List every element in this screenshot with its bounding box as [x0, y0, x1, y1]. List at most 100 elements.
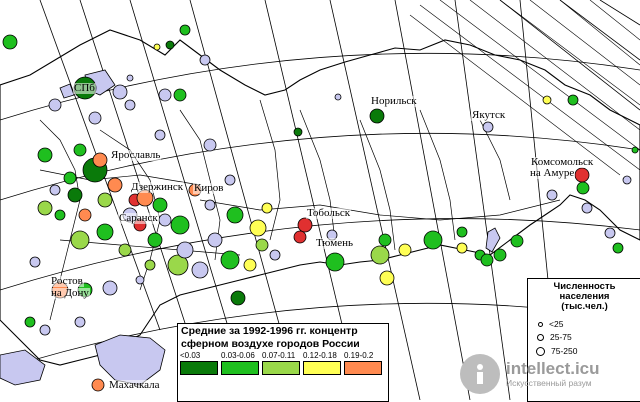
city-marker — [107, 177, 123, 193]
legend-title-line2: сферном воздухе городов России — [181, 338, 360, 350]
black-sea — [0, 349, 46, 386]
city-marker — [48, 98, 62, 112]
population-legend-row-label: 25-75 — [550, 332, 572, 342]
legend-swatch — [344, 361, 382, 375]
city-marker — [581, 202, 593, 214]
city-marker — [49, 184, 61, 196]
city-marker — [173, 88, 187, 102]
size-dot — [536, 346, 545, 356]
legend-swatch — [262, 361, 300, 375]
city-marker — [370, 245, 390, 265]
city-marker — [191, 261, 209, 279]
city-marker — [24, 316, 36, 328]
legend-swatch — [303, 361, 341, 375]
city-marker — [622, 175, 632, 185]
city-marker — [112, 84, 128, 100]
city-marker — [2, 34, 18, 50]
population-legend-row: 75-250 — [534, 346, 577, 356]
legend-class-label: 0.03-0.06 — [221, 351, 255, 360]
city-marker — [167, 254, 189, 276]
city-marker — [255, 238, 269, 252]
city-marker — [147, 232, 163, 248]
watermark: intellect.icu Искусственный разум — [460, 352, 640, 396]
city-marker — [542, 95, 552, 105]
size-dot — [538, 321, 543, 327]
city-marker — [199, 54, 211, 66]
city-marker — [144, 259, 156, 271]
city-marker — [293, 127, 303, 137]
city-label-rostov-line2: на Дону — [50, 287, 90, 299]
city-marker — [88, 111, 102, 125]
city-marker — [158, 213, 172, 227]
city-marker — [70, 230, 90, 250]
legend-class-label: 0.19-0.2 — [344, 351, 374, 360]
city-marker — [118, 243, 132, 257]
city-marker — [135, 275, 145, 285]
city-marker — [176, 241, 194, 259]
city-marker — [152, 197, 168, 213]
population-legend-row-label: 75-250 — [551, 346, 578, 356]
city-label-komsomolsk-line2: на Амуре — [529, 167, 576, 179]
city-marker — [73, 143, 87, 157]
city-marker — [226, 206, 244, 224]
concentration-legend: Средние за 1992-1996 гг. концентр сферно… — [177, 323, 389, 402]
city-marker — [91, 378, 105, 392]
city-marker — [74, 316, 86, 328]
population-legend-title-1: Численность — [553, 281, 616, 292]
city-marker — [631, 146, 639, 154]
city-marker — [165, 40, 175, 50]
city-marker — [293, 230, 307, 244]
city-marker — [378, 233, 392, 247]
size-dot — [537, 333, 544, 341]
city-marker — [97, 192, 113, 208]
legend-title-line1: Средние за 1992-1996 гг. концентр — [181, 325, 358, 337]
city-marker — [567, 94, 579, 106]
city-marker — [243, 258, 257, 272]
city-marker — [456, 242, 468, 254]
city-marker — [230, 290, 246, 306]
legend-class-label: 0.07-0.11 — [262, 351, 296, 360]
city-marker — [224, 174, 236, 186]
ladoga — [59, 83, 75, 99]
legend-class: <0.03 — [180, 351, 220, 375]
city-marker — [37, 147, 53, 163]
city-marker — [54, 209, 66, 221]
city-marker — [124, 99, 136, 111]
city-marker — [261, 202, 273, 214]
watermark-subtitle: Искусственный разум — [506, 378, 592, 388]
city-marker — [203, 138, 217, 152]
city-marker — [612, 242, 624, 254]
water-bodies — [0, 69, 501, 386]
city-marker — [456, 226, 468, 238]
city-marker — [96, 223, 114, 241]
city-label-rostov: Ростов — [50, 275, 84, 287]
city-label-yaroslavl: Ярославль — [110, 149, 162, 161]
city-marker — [92, 152, 108, 168]
city-marker — [154, 129, 166, 141]
city-label-tyumen: Тюмень — [315, 237, 354, 249]
city-label-spb: СПб — [73, 82, 96, 94]
legend-class-label: 0.12-0.18 — [303, 351, 337, 360]
legend-classes: <0.03 0.03-0.06 0.07-0.11 0.12-0.18 0.19… — [180, 351, 385, 375]
city-marker — [37, 200, 53, 216]
city-marker — [220, 250, 240, 270]
city-marker — [379, 270, 395, 286]
city-marker — [423, 230, 443, 250]
city-marker — [29, 256, 41, 268]
city-marker — [297, 217, 313, 233]
city-marker — [249, 219, 267, 237]
city-marker — [574, 167, 590, 183]
lake-baikal — [485, 227, 501, 253]
city-marker — [63, 171, 77, 185]
watermark-logo-icon — [460, 354, 500, 394]
city-marker — [269, 249, 281, 261]
city-label-norilsk: Норильск — [370, 95, 418, 107]
watermark-name: intellect.icu — [506, 359, 600, 378]
city-marker — [482, 121, 494, 133]
legend-class: 0.03-0.06 — [221, 351, 261, 375]
city-marker — [546, 189, 558, 201]
population-legend-row: <25 — [534, 319, 563, 329]
city-marker — [325, 252, 345, 272]
city-marker — [102, 280, 118, 296]
